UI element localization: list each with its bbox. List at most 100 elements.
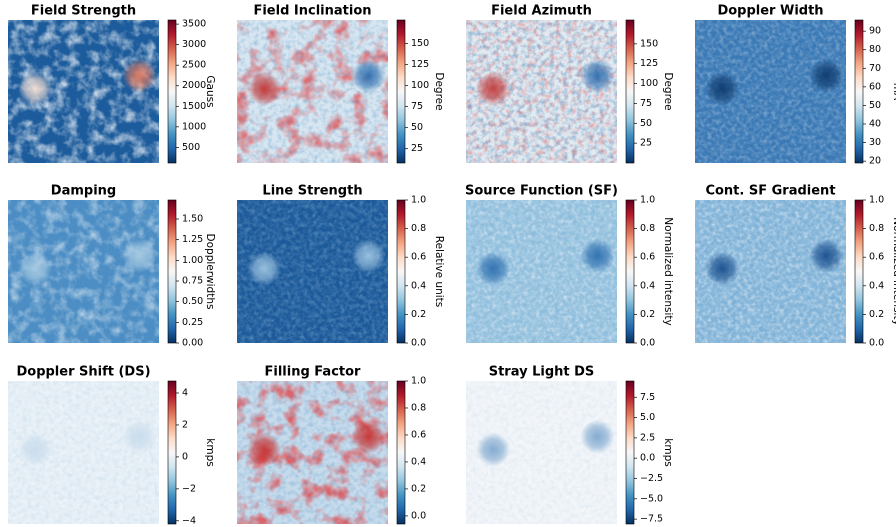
colorbar-tick-label: 0.75	[182, 276, 203, 287]
colorbar-label: Normalized intensity	[891, 217, 896, 325]
image	[8, 381, 159, 524]
colorbar-tick-label: 0.00	[182, 338, 203, 349]
panel-title: Field Azimuth	[491, 4, 592, 19]
panel-title: Line Strength	[262, 184, 362, 199]
colorbar-tick-label: 1500	[182, 101, 206, 112]
feature	[122, 59, 156, 93]
colorbar-tick-label: 0.6	[411, 429, 426, 440]
feature	[705, 252, 739, 286]
colorbar-tick-label: 1.00	[182, 255, 203, 266]
colorbar-tick-label: 2.5	[640, 432, 655, 443]
colorbar-tick-label: −5.0	[640, 493, 663, 504]
feature	[351, 239, 385, 273]
feature	[18, 433, 52, 467]
feature	[809, 59, 843, 93]
colorbar-tick-label: 0.4	[411, 456, 426, 467]
colorbar-tick-label: 0.25	[182, 317, 203, 328]
colorbar-tick-label: 150	[640, 38, 658, 49]
feature	[580, 59, 614, 93]
panel-title: Damping	[51, 184, 116, 199]
colorbar-tick-label: −4	[182, 515, 196, 526]
feature	[122, 239, 156, 273]
colorbar-tick-label: 0.4	[869, 280, 884, 291]
colorbar-tick-label: 1.0	[411, 376, 426, 387]
colorbar-tick-label: 1.0	[411, 195, 426, 206]
colorbar-label: kmps	[204, 438, 216, 466]
colorbar	[855, 200, 863, 343]
colorbar-tick-label: 25	[640, 138, 652, 149]
panel: Field Strength50010001500200025003000350…	[8, 4, 216, 164]
panel-title: Doppler Width	[717, 4, 823, 19]
image	[466, 20, 617, 163]
panel-title: Field Inclination	[253, 4, 371, 19]
image	[695, 20, 846, 163]
colorbar-label: Gauss	[204, 75, 216, 107]
colorbar-label: Normalized intensity	[662, 217, 674, 325]
feature	[476, 433, 510, 467]
colorbar	[168, 200, 176, 343]
colorbar-label: Degree	[433, 72, 445, 110]
colorbar-tick-label: 30	[869, 137, 881, 148]
colorbar-tick-label: 0.0	[411, 338, 426, 349]
colorbar-tick-label: 2000	[182, 80, 206, 91]
colorbar-tick-label: 0.8	[411, 402, 426, 413]
colorbar-tick-label: 0.2	[411, 309, 426, 320]
colorbar-tick-label: 0.8	[411, 223, 426, 234]
colorbar-tick-label: 100	[411, 80, 429, 91]
panel-title: Cont. SF Gradient	[705, 184, 835, 199]
colorbar	[168, 381, 176, 524]
colorbar-tick-label: −2	[182, 483, 196, 494]
colorbar-tick-label: −7.5	[640, 514, 663, 525]
feature	[247, 72, 281, 106]
panel: Damping0.000.250.500.751.001.251.50Doppl…	[8, 184, 216, 349]
colorbar-tick-label: 4	[182, 387, 188, 398]
colorbar-tick-label: 0.4	[411, 280, 426, 291]
feature	[247, 252, 281, 286]
image	[8, 200, 159, 343]
image	[237, 20, 388, 163]
colorbar-label: Degree	[662, 72, 674, 110]
colorbar-tick-label: 125	[640, 58, 658, 69]
colorbar-label: kmps	[662, 438, 674, 466]
colorbar-tick-label: 0.6	[411, 252, 426, 263]
feature	[580, 420, 614, 454]
colorbar-tick-label: 0.2	[869, 309, 884, 320]
colorbar-tick-label: 75	[411, 101, 423, 112]
panel-title: Source Function (SF)	[465, 184, 618, 199]
image	[466, 381, 617, 524]
image	[8, 20, 159, 163]
colorbar-tick-label: 0.2	[411, 483, 426, 494]
image	[237, 200, 388, 343]
colorbar-tick-label: 0.8	[640, 223, 655, 234]
colorbar-tick-label: 0.0	[411, 510, 426, 521]
colorbar-tick-label: 0.2	[640, 309, 655, 320]
colorbar	[626, 20, 634, 163]
colorbar	[397, 20, 405, 163]
feature	[476, 72, 510, 106]
colorbar	[397, 200, 405, 343]
image	[237, 381, 388, 524]
feature	[247, 433, 281, 467]
colorbar-tick-label: 150	[411, 38, 429, 49]
feature	[351, 59, 385, 93]
panel: Cont. SF Gradient0.00.20.40.60.81.0Norma…	[695, 184, 896, 349]
colorbar-tick-label: 5.0	[640, 412, 655, 423]
feature	[705, 72, 739, 106]
feature	[18, 252, 52, 286]
figure: Field Strength50010001500200025003000350…	[0, 0, 896, 527]
colorbar-tick-label: 1.50	[182, 214, 203, 225]
colorbar-tick-label: 125	[411, 59, 429, 70]
panel-title: Stray Light DS	[489, 365, 595, 380]
panel: Source Function (SF)0.00.20.40.60.81.0No…	[465, 184, 674, 349]
colorbar-tick-label: 100	[640, 78, 658, 89]
panel: Line Strength0.00.20.40.60.81.0Relative …	[237, 184, 445, 349]
colorbar-tick-label: 80	[869, 44, 881, 55]
colorbar	[855, 20, 863, 163]
colorbar-tick-label: 7.5	[640, 392, 655, 403]
colorbar-tick-label: 60	[869, 81, 881, 92]
colorbar-tick-label: 40	[869, 119, 881, 130]
